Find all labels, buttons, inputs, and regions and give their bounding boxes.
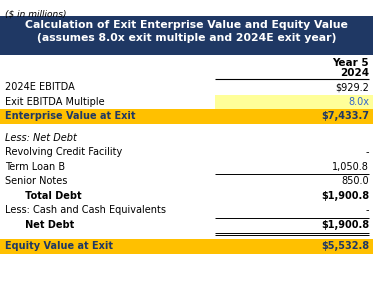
Text: $7,433.7: $7,433.7 bbox=[321, 111, 369, 121]
Text: Year 5: Year 5 bbox=[332, 58, 369, 68]
Text: Less: Net Debt: Less: Net Debt bbox=[5, 133, 77, 143]
Text: (assumes 8.0x exit multiple and 2024E exit year): (assumes 8.0x exit multiple and 2024E ex… bbox=[37, 33, 336, 43]
Text: Revolving Credit Facility: Revolving Credit Facility bbox=[5, 147, 122, 157]
Text: $1,900.8: $1,900.8 bbox=[321, 220, 369, 230]
Text: $5,532.8: $5,532.8 bbox=[321, 241, 369, 251]
Text: 1,050.8: 1,050.8 bbox=[332, 162, 369, 172]
Text: 850.0: 850.0 bbox=[341, 176, 369, 186]
Text: Net Debt: Net Debt bbox=[15, 220, 74, 230]
Text: Calculation of Exit Enterprise Value and Equity Value: Calculation of Exit Enterprise Value and… bbox=[25, 20, 348, 30]
Text: Senior Notes: Senior Notes bbox=[5, 176, 68, 186]
Text: 2024E EBITDA: 2024E EBITDA bbox=[5, 82, 75, 92]
Text: Total Debt: Total Debt bbox=[15, 191, 82, 201]
Text: $929.2: $929.2 bbox=[335, 82, 369, 92]
Bar bbox=[0, 239, 373, 254]
Bar bbox=[0, 109, 373, 124]
Text: Enterprise Value at Exit: Enterprise Value at Exit bbox=[5, 111, 135, 121]
Text: Less: Cash and Cash Equivalents: Less: Cash and Cash Equivalents bbox=[5, 205, 166, 215]
Text: -: - bbox=[366, 147, 369, 157]
Text: 8.0x: 8.0x bbox=[348, 97, 369, 107]
Text: -: - bbox=[366, 205, 369, 215]
Text: 2024: 2024 bbox=[340, 68, 369, 78]
Bar bbox=[0, 16, 373, 55]
Text: Equity Value at Exit: Equity Value at Exit bbox=[5, 241, 113, 251]
Text: Term Loan B: Term Loan B bbox=[5, 162, 65, 172]
Text: $1,900.8: $1,900.8 bbox=[321, 191, 369, 201]
Text: ($ in millions): ($ in millions) bbox=[5, 10, 66, 19]
Text: Exit EBITDA Multiple: Exit EBITDA Multiple bbox=[5, 97, 104, 107]
Bar bbox=[215, 95, 373, 109]
